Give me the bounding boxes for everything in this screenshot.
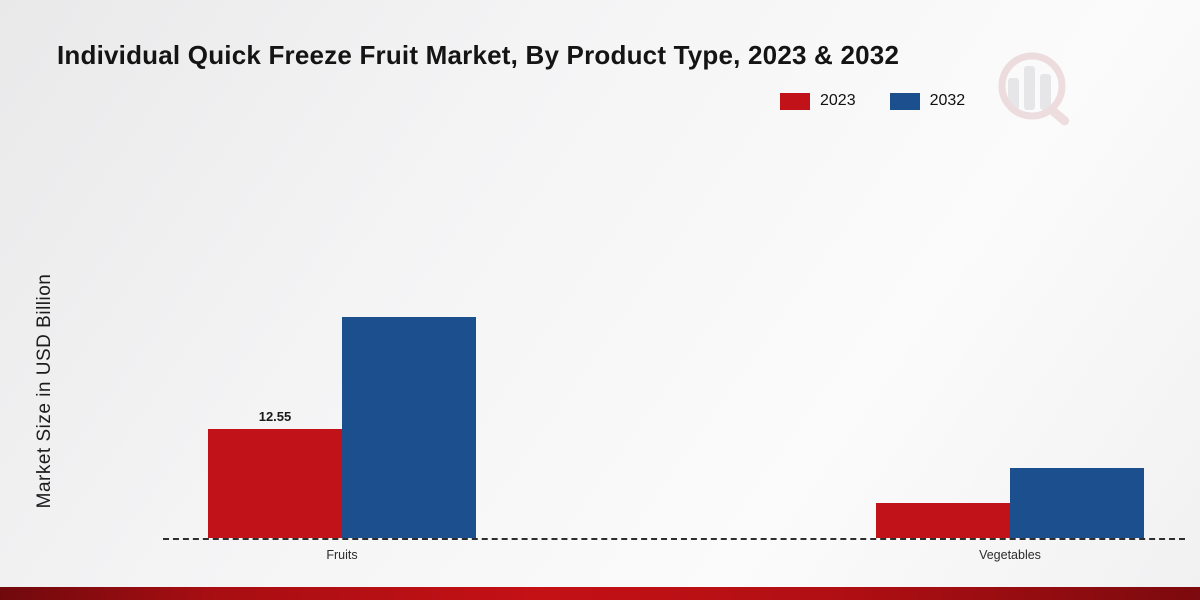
legend: 2023 2032	[780, 92, 965, 110]
legend-swatch-2023	[780, 92, 810, 110]
legend-label-2023: 2023	[820, 92, 856, 109]
footer-accent-band	[0, 587, 1200, 600]
chart-title: Individual Quick Freeze Fruit Market, By…	[57, 40, 900, 70]
bar-2023-fruits	[208, 429, 342, 538]
legend-label-2032: 2032	[929, 92, 966, 109]
bar-value-label: 12.55	[258, 409, 292, 424]
legend-item-2032: 2032	[889, 92, 966, 110]
bar-2032-fruits	[342, 317, 476, 538]
legend-swatch-2032	[889, 92, 920, 110]
legend-item-2023: 2023	[780, 92, 856, 110]
category-label-vegetables: Vegetables	[979, 548, 1041, 562]
bar-2023-vegetables	[876, 503, 1010, 538]
x-axis-dashed-line	[163, 538, 1185, 540]
bar-2032-vegetables	[1010, 468, 1144, 538]
category-label-fruits: Fruits	[326, 548, 358, 562]
